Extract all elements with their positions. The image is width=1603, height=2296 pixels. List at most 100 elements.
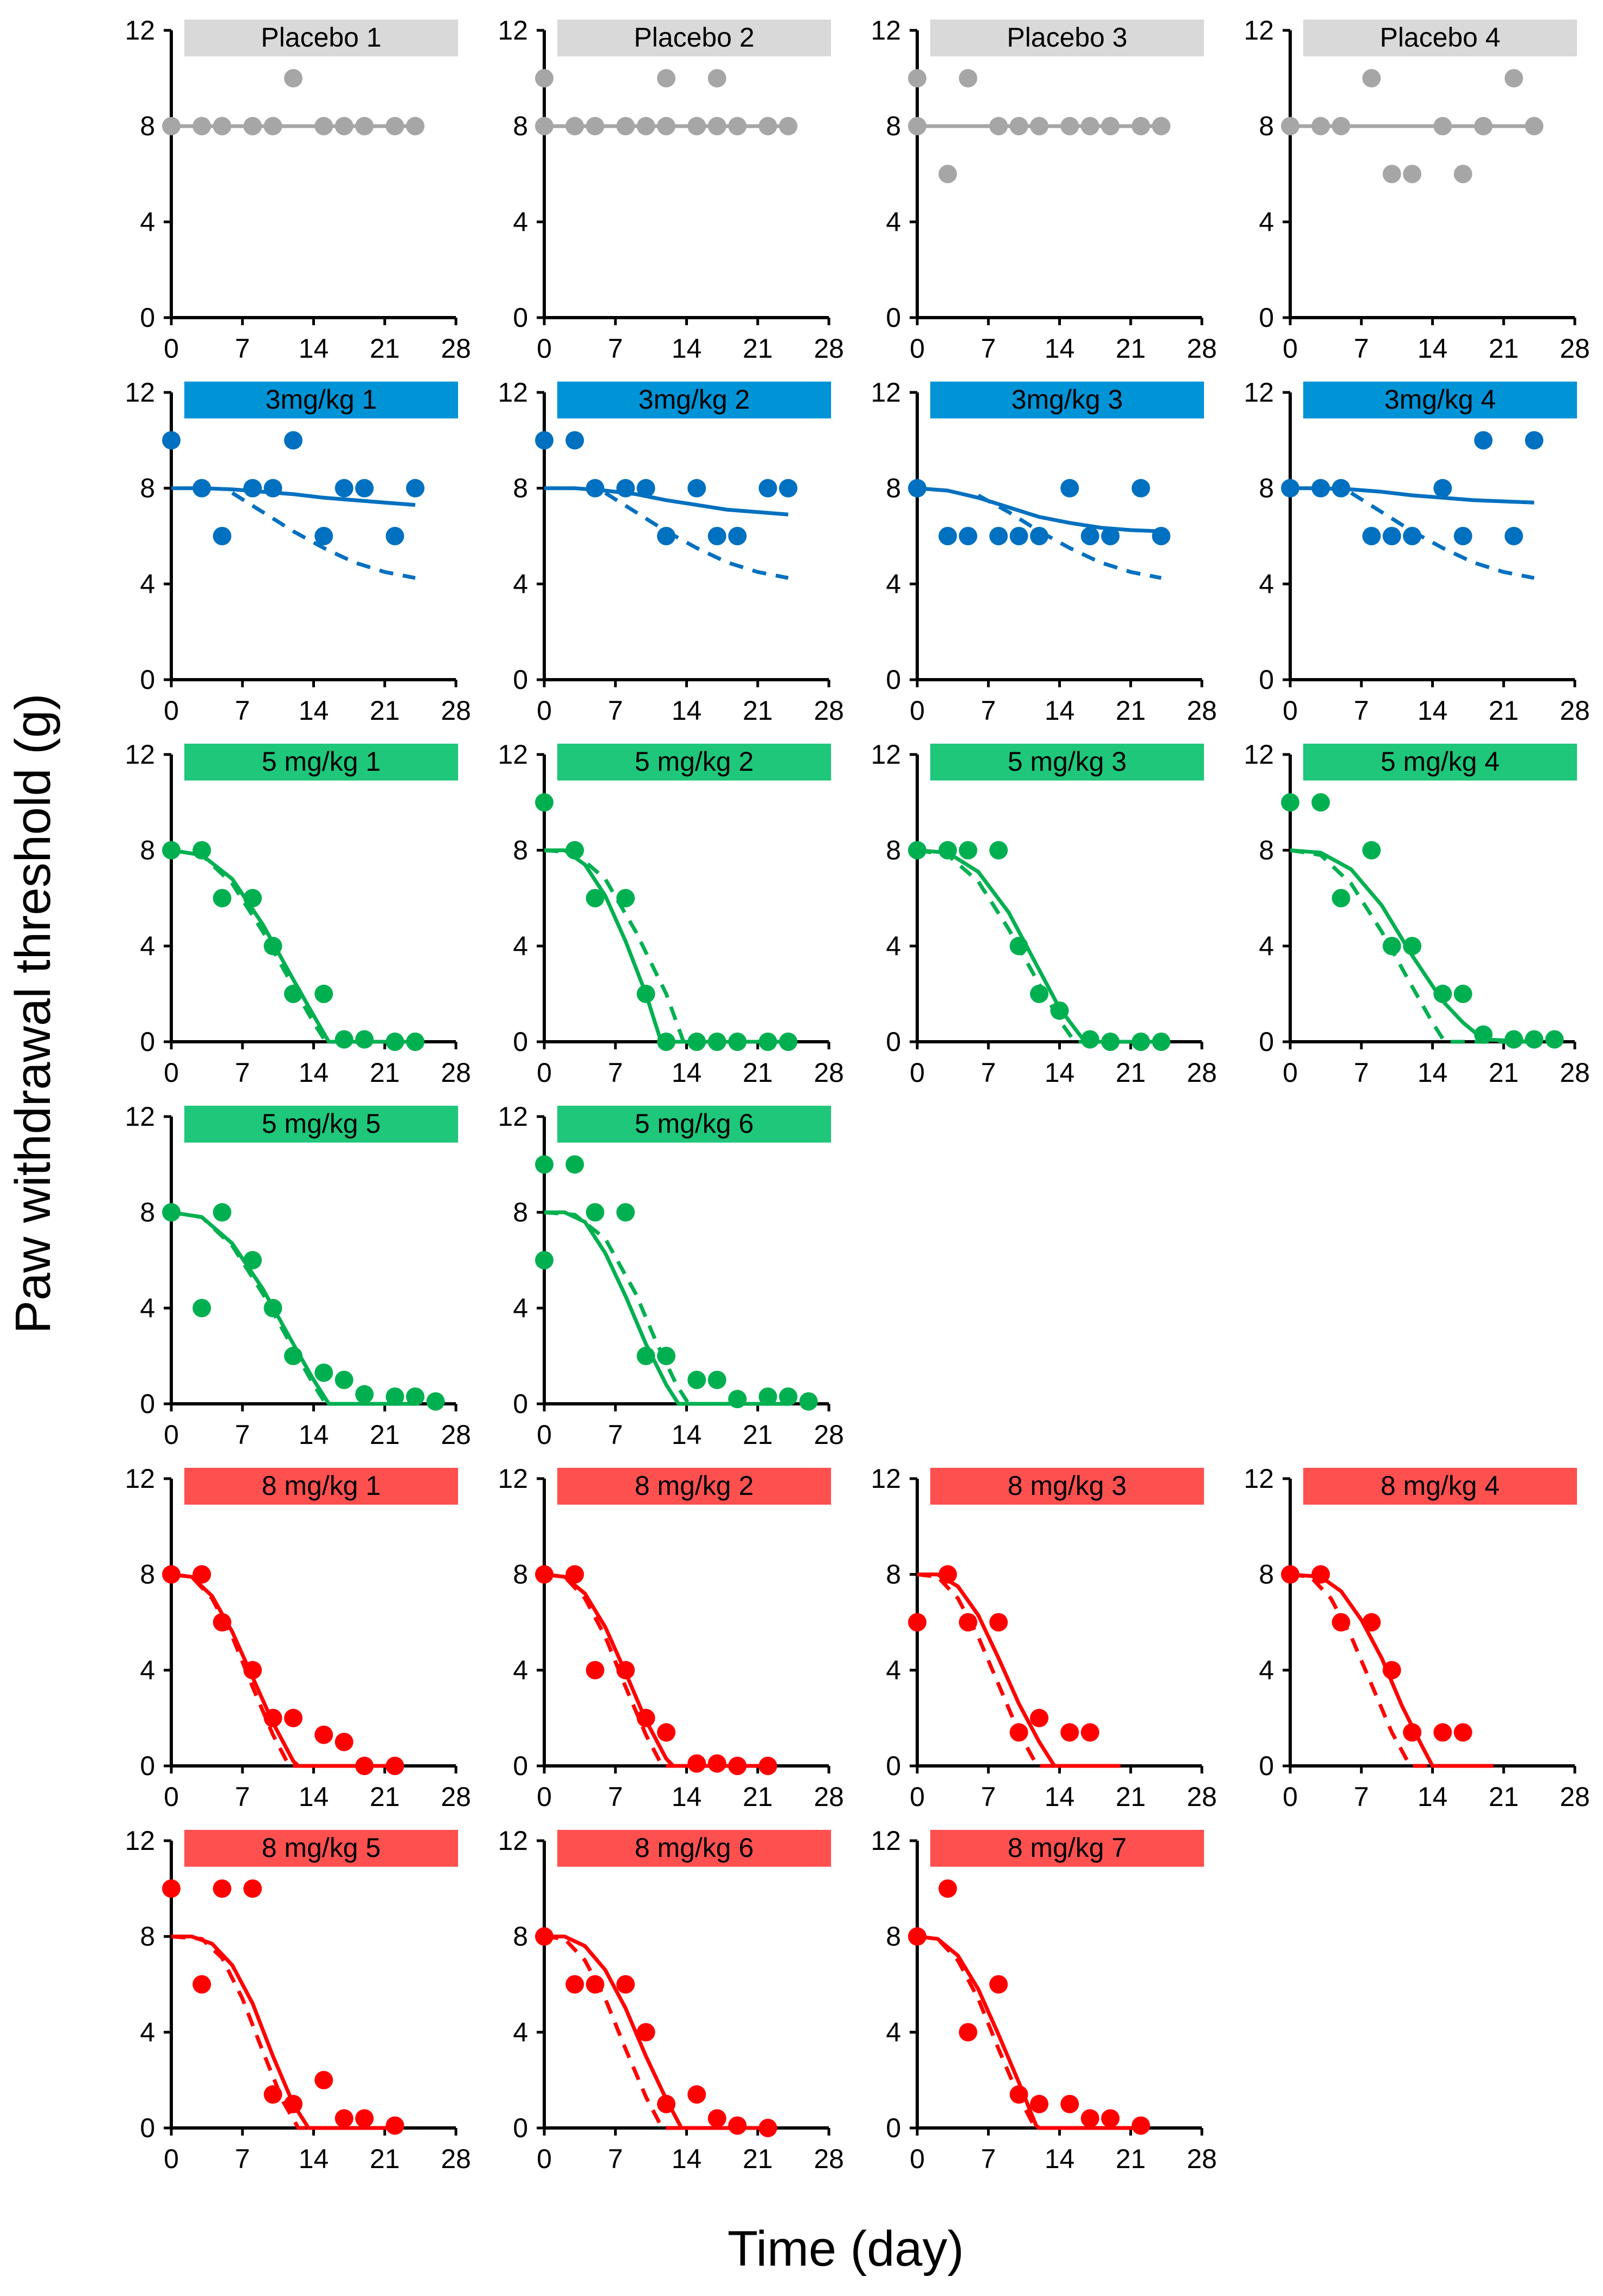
data-point <box>687 1754 706 1773</box>
data-point <box>1060 2094 1079 2113</box>
panel-title: 5 mg/kg 2 <box>635 746 754 777</box>
x-tick-label: 21 <box>1116 2144 1146 2174</box>
y-tick-label: 4 <box>513 1655 528 1685</box>
panel-title: 3mg/kg 3 <box>1012 384 1123 415</box>
data-point <box>958 2023 977 2042</box>
y-tick-label: 0 <box>886 1027 901 1057</box>
data-point <box>1504 1030 1523 1049</box>
data-point <box>758 1387 777 1406</box>
x-tick-label: 7 <box>1354 333 1369 364</box>
data-point <box>657 117 675 136</box>
data-point <box>385 1387 404 1406</box>
data-point <box>1281 1565 1299 1584</box>
panel-title-box <box>184 20 458 56</box>
model-fit-solid-line <box>1290 486 1535 505</box>
x-tick-label: 14 <box>299 2144 329 2174</box>
y-tick-label: 8 <box>140 111 155 141</box>
data-point <box>1403 1723 1421 1742</box>
y-axis-title: Paw withdrawal threshold (g) <box>5 693 61 1333</box>
panel-title: 8 mg/kg 3 <box>1008 1471 1127 1501</box>
data-point <box>192 1299 211 1318</box>
panel-5-mg-kg-4: 5 mg/kg 4 0 4 8 12 0 7 14 21 28 <box>1244 739 1589 1088</box>
data-point <box>616 1975 635 1994</box>
x-tick-label: 21 <box>1489 333 1519 364</box>
x-tick-label: 28 <box>441 333 471 364</box>
x-tick-label: 21 <box>370 2144 400 2174</box>
data-point <box>1281 793 1299 812</box>
data-point <box>958 527 977 545</box>
y-tick-label: 0 <box>513 665 528 695</box>
model-fit-solid-line <box>171 1572 395 1768</box>
data-point <box>535 1155 553 1174</box>
data-point <box>657 1723 675 1742</box>
data-point <box>535 431 553 450</box>
x-tick-label: 7 <box>1354 1057 1369 1088</box>
x-tick-label: 21 <box>1116 333 1146 364</box>
panel-8-mg-kg-5: 8 mg/kg 5 0 4 8 12 0 7 14 21 28 <box>125 1826 471 2174</box>
y-tick-label: 4 <box>513 931 528 961</box>
data-point <box>1101 527 1120 545</box>
data-point <box>213 527 231 545</box>
data-point <box>616 889 635 907</box>
data-point <box>758 117 777 136</box>
data-point <box>1050 1001 1069 1020</box>
data-point <box>1080 1723 1099 1742</box>
x-tick-label: 7 <box>608 695 623 726</box>
data-point <box>585 479 604 498</box>
x-tick-label: 28 <box>814 333 844 364</box>
y-tick-label: 8 <box>1259 473 1274 504</box>
data-point <box>908 69 926 88</box>
panel-title-box <box>557 1468 831 1505</box>
data-point <box>1030 1708 1048 1727</box>
data-point <box>1311 1565 1330 1584</box>
data-point <box>938 1565 957 1584</box>
y-tick-label: 4 <box>513 1293 528 1323</box>
data-point <box>162 1565 181 1584</box>
x-tick-label: 28 <box>814 1782 844 1812</box>
data-point <box>535 1251 553 1269</box>
y-tick-label: 12 <box>498 377 528 408</box>
data-point <box>616 1203 635 1222</box>
x-tick-label: 14 <box>1418 333 1448 364</box>
panel-title-box <box>1303 20 1577 56</box>
data-point <box>1362 527 1381 545</box>
y-tick-label: 8 <box>513 1197 528 1228</box>
x-tick-label: 21 <box>370 695 400 726</box>
y-tick-label: 0 <box>140 2113 155 2143</box>
data-point <box>1331 889 1350 907</box>
panel-title-box <box>930 744 1204 781</box>
data-point <box>799 1392 818 1411</box>
x-tick-label: 14 <box>299 1057 329 1088</box>
data-point <box>1101 1033 1120 1051</box>
data-point <box>162 1879 181 1898</box>
data-point <box>426 1392 445 1411</box>
model-fit-solid-line <box>917 848 1161 1044</box>
data-point <box>938 527 957 545</box>
panel-title-box <box>184 1106 458 1143</box>
panel-8-mg-kg-6: 8 mg/kg 6 0 4 8 12 0 7 14 21 28 <box>498 1826 844 2174</box>
data-point <box>636 1708 655 1727</box>
x-tick-label: 14 <box>1418 1782 1448 1812</box>
data-point <box>908 841 926 860</box>
panel-placebo-4: Placebo 4 0 4 8 12 0 7 14 21 28 <box>1244 15 1589 364</box>
data-point <box>565 431 584 450</box>
y-tick-label: 12 <box>498 15 528 46</box>
data-point <box>989 841 1008 860</box>
data-point <box>565 117 584 136</box>
x-tick-label: 21 <box>370 1057 400 1088</box>
data-point <box>989 1975 1008 1994</box>
x-tick-label: 0 <box>910 2144 925 2174</box>
x-tick-label: 0 <box>537 1420 552 1450</box>
y-tick-label: 12 <box>871 15 901 46</box>
x-tick-label: 28 <box>814 2144 844 2174</box>
model-prediction-dashed-line <box>917 1934 1141 2130</box>
x-tick-label: 0 <box>910 1782 925 1812</box>
panel-title: 5 mg/kg 1 <box>262 746 381 777</box>
data-point <box>707 117 726 136</box>
data-point <box>1060 117 1079 136</box>
panel-title-box <box>1303 1468 1577 1505</box>
panel-title: 5 mg/kg 5 <box>262 1108 381 1139</box>
panel-8-mg-kg-7: 8 mg/kg 7 0 4 8 12 0 7 14 21 28 <box>871 1826 1216 2174</box>
data-point <box>1101 117 1120 136</box>
